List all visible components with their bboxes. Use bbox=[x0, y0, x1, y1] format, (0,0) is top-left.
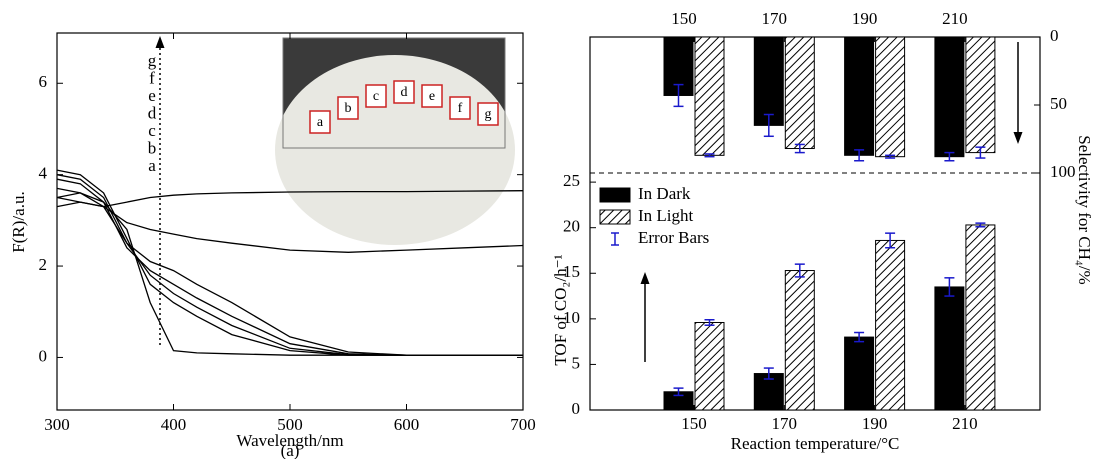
x-tick-label: 150 bbox=[671, 9, 697, 28]
y2-axis-label: Selectivity for CH₄/% bbox=[1075, 135, 1094, 284]
bar bbox=[875, 239, 906, 411]
tube-label-box bbox=[421, 84, 443, 108]
tube-label: a bbox=[317, 115, 324, 130]
error-bar bbox=[763, 367, 774, 380]
line-series bbox=[56, 190, 524, 208]
bar bbox=[694, 321, 725, 411]
tube-label: d bbox=[401, 85, 408, 100]
y-tick-label: 10 bbox=[563, 308, 580, 327]
tube-label-box bbox=[309, 110, 331, 134]
error-bar bbox=[975, 222, 986, 228]
x-tick-label: 600 bbox=[394, 415, 420, 434]
legend-swatch bbox=[599, 187, 631, 203]
y-tick-label: 15 bbox=[563, 262, 580, 281]
x-tick-label: 500 bbox=[277, 415, 303, 434]
bar bbox=[965, 224, 996, 411]
inset-photo bbox=[275, 37, 515, 245]
error-bar bbox=[794, 263, 805, 278]
plot-frame bbox=[589, 36, 1041, 411]
y-axis-label: TOF of CO₂/h⁻¹ bbox=[551, 254, 570, 365]
error-bar bbox=[885, 232, 896, 249]
x-axis-label: Reaction temperature/°C bbox=[731, 434, 900, 453]
y-tick-label: 2 bbox=[39, 255, 48, 274]
error-bar bbox=[854, 331, 865, 343]
y-tick-label: 5 bbox=[572, 353, 581, 372]
error-bar bbox=[944, 151, 955, 162]
series-label: b bbox=[148, 138, 157, 157]
error-bar bbox=[854, 149, 865, 162]
tube-label-box bbox=[449, 96, 471, 120]
bar bbox=[694, 36, 725, 156]
tube-label: g bbox=[485, 107, 492, 122]
x-axis-label: Wavelength/nm bbox=[236, 431, 343, 450]
series-label: f bbox=[149, 68, 155, 87]
bar bbox=[784, 36, 815, 150]
tube-label: f bbox=[458, 101, 463, 116]
error-bar bbox=[944, 277, 955, 297]
x-tick-label: 170 bbox=[772, 414, 798, 433]
bar bbox=[784, 270, 815, 411]
y-tick-label: 100 bbox=[1050, 162, 1076, 181]
x-tick-label: 210 bbox=[952, 414, 978, 433]
bar bbox=[934, 286, 965, 411]
bar bbox=[965, 36, 996, 154]
error-bar bbox=[763, 113, 774, 138]
series-label: e bbox=[148, 86, 156, 105]
tube-label-box bbox=[365, 84, 387, 108]
tube-label: c bbox=[373, 89, 379, 104]
x-tick-label: 400 bbox=[161, 415, 187, 434]
tube-label: e bbox=[429, 89, 435, 104]
error-bar bbox=[704, 153, 715, 158]
y-axis-label: F(R)/a.u. bbox=[9, 191, 28, 252]
bar bbox=[934, 36, 965, 158]
x-tick-label: 700 bbox=[510, 415, 536, 434]
x-tick-label: 150 bbox=[681, 414, 707, 433]
error-bar bbox=[704, 319, 715, 326]
legend-label: Error Bars bbox=[638, 228, 709, 247]
x-tick-label: 190 bbox=[862, 414, 888, 433]
series-label: g bbox=[148, 51, 157, 70]
tube-label-box bbox=[337, 96, 359, 120]
bar bbox=[844, 336, 875, 411]
bar bbox=[875, 36, 906, 158]
legend-swatch bbox=[599, 209, 631, 225]
x-tick-label: 190 bbox=[852, 9, 878, 28]
series-label: a bbox=[148, 156, 156, 175]
bar bbox=[753, 36, 784, 126]
y-tick-label: 50 bbox=[1050, 94, 1067, 113]
error-bar bbox=[975, 146, 986, 159]
y-tick-label: 0 bbox=[1050, 26, 1059, 45]
tube-label-box bbox=[477, 102, 499, 126]
legend-label: In Light bbox=[638, 206, 694, 225]
legend-label: In Dark bbox=[638, 184, 691, 203]
y-tick-label: 4 bbox=[39, 164, 48, 183]
x-tick-label: 210 bbox=[942, 9, 968, 28]
tube-label: b bbox=[345, 101, 352, 116]
y-tick-label: 6 bbox=[39, 72, 48, 91]
series-label: d bbox=[148, 103, 157, 122]
y-tick-label: 0 bbox=[572, 399, 581, 418]
error-bar bbox=[673, 83, 684, 108]
bar bbox=[844, 36, 875, 156]
x-tick-label: 170 bbox=[762, 9, 788, 28]
error-bar bbox=[794, 143, 805, 154]
series-label: c bbox=[148, 121, 156, 140]
y-tick-label: 0 bbox=[39, 346, 48, 365]
error-bar bbox=[885, 154, 896, 159]
tube-label-box bbox=[393, 80, 415, 104]
caption: (a) bbox=[281, 441, 300, 459]
y-tick-label: 20 bbox=[563, 217, 580, 236]
x-tick-label: 300 bbox=[44, 415, 70, 434]
y-tick-label: 25 bbox=[563, 171, 580, 190]
error-bar bbox=[673, 387, 684, 397]
